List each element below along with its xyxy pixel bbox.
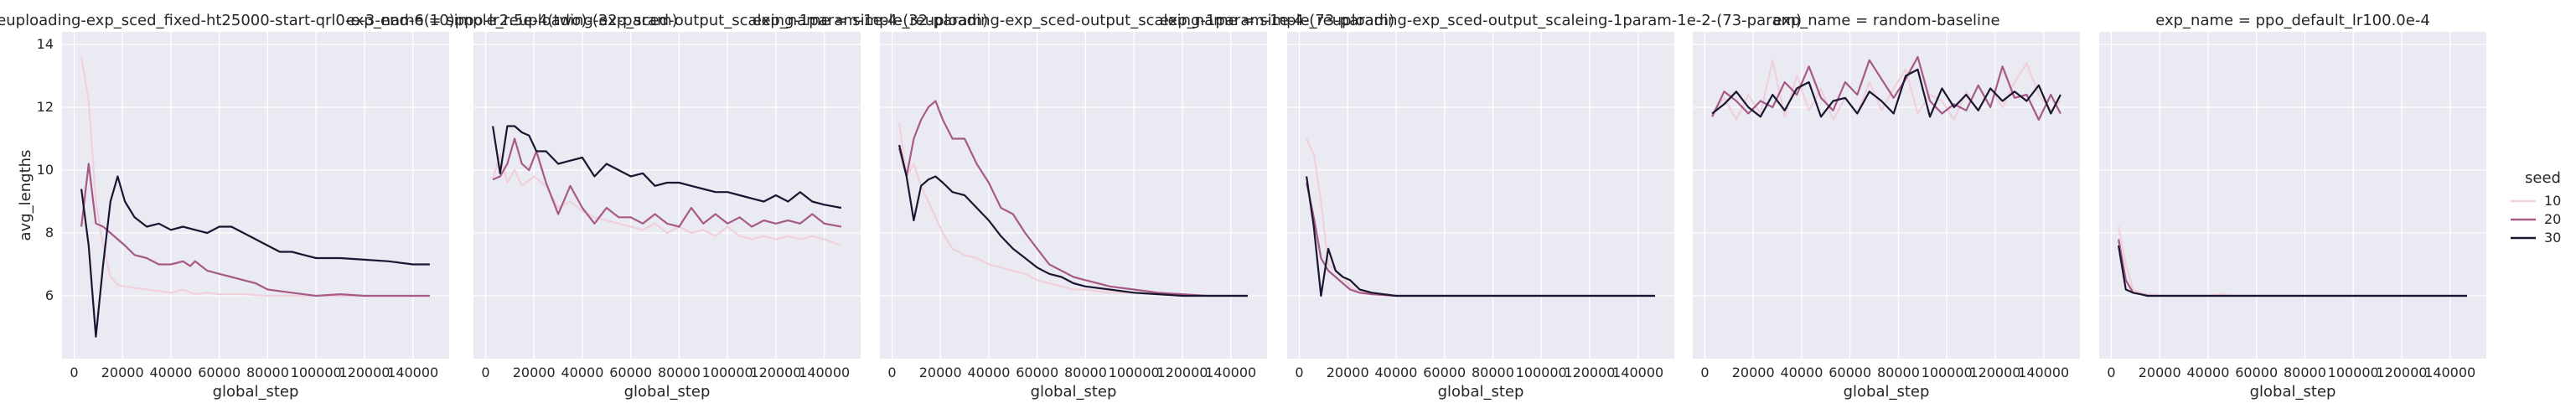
x-tick-label: 80000	[658, 365, 701, 380]
x-tick-label: 100000	[1109, 365, 1160, 380]
x-tick-label: 20000	[2139, 365, 2181, 380]
x-tick-label: 120000	[339, 365, 390, 380]
facet-panel-2: 0 20000 40000 60000 80000 100000120000140000g…	[346, 12, 988, 401]
x-axis-label: global_step	[624, 383, 711, 401]
x-tick-label: 80000	[246, 365, 289, 380]
plot-area	[62, 32, 449, 359]
x-tick-label: 100000	[1516, 365, 1567, 380]
legend-title: seed	[2525, 169, 2561, 187]
plot-area	[473, 32, 861, 359]
panel-title: exp_name = simple_reuploading-exp_sced_f…	[0, 12, 678, 29]
series-line-seed-20	[1711, 55, 2061, 122]
x-tick-label: 20000	[919, 365, 962, 380]
x-tick-label: 80000	[2284, 365, 2326, 380]
x-tick-label: 20000	[1732, 365, 1775, 380]
x-tick-label: 40000	[561, 365, 603, 380]
plot-area	[1287, 32, 1674, 359]
y-tick-label: 14	[37, 36, 54, 52]
x-tick-label: 20000	[1327, 365, 1369, 380]
panel-title: exp_name = simple_reuploading-exp_sced-o…	[1160, 12, 1802, 29]
x-tick-label: 120000	[1969, 365, 2020, 380]
x-axis-label: global_step	[1438, 383, 1524, 401]
x-axis-label: global_step	[1031, 383, 1117, 401]
panel-title: exp_name = simple_reuploading-exp_sced-o…	[753, 12, 1394, 29]
x-tick-label: 100000	[2328, 365, 2379, 380]
x-tick-label: 120000	[2376, 365, 2427, 380]
x-tick-label: 120000	[1564, 365, 1615, 380]
x-tick-label: 80000	[1472, 365, 1514, 380]
x-tick-label: 40000	[2186, 365, 2229, 380]
series-line-seed-10	[1711, 59, 2061, 122]
x-axis-label: global_step	[1844, 383, 1930, 401]
x-tick-label: 0	[887, 365, 896, 380]
x-axis-label: global_step	[2250, 383, 2336, 401]
x-tick-label: 60000	[1829, 365, 1871, 380]
x-tick-label: 80000	[1064, 365, 1107, 380]
series-line-seed-30	[492, 125, 842, 210]
series-line-seed-20	[898, 100, 1248, 297]
panel-title: exp_name = random-baseline	[1772, 12, 1999, 29]
x-tick-label: 140000	[2018, 365, 2069, 380]
legend-entry-seed-20: 20	[2544, 211, 2561, 227]
panel-title: exp_name = simple_reuploading-exp_sced-o…	[346, 12, 988, 29]
x-tick-label: 40000	[1780, 365, 1823, 380]
legend: seed 10 20 30	[2511, 169, 2561, 246]
x-tick-label: 40000	[1374, 365, 1417, 380]
x-tick-label: 140000	[799, 365, 850, 380]
x-tick-label: 80000	[1877, 365, 1920, 380]
x-tick-label: 140000	[2424, 365, 2475, 380]
x-tick-label: 0	[1295, 365, 1303, 380]
x-axis-label: global_step	[213, 383, 299, 401]
series-line-seed-30	[1306, 176, 1655, 297]
x-tick-label: 120000	[1156, 365, 1208, 380]
x-tick-label: 100000	[1922, 365, 1973, 380]
x-tick-label: 20000	[513, 365, 556, 380]
x-tick-label: 60000	[609, 365, 652, 380]
legend-entry-seed-10: 10	[2544, 193, 2561, 209]
series-line-seed-30	[1711, 68, 2061, 118]
x-tick-label: 40000	[967, 365, 1010, 380]
plot-area	[2099, 32, 2486, 359]
x-tick-label: 0	[2107, 365, 2115, 380]
plot-area	[1693, 32, 2080, 359]
series-line-seed-10	[80, 56, 430, 297]
facet-panel-3: 0 20000 40000 60000 80000 100000120000140000g…	[753, 12, 1394, 401]
y-tick-label: 10	[37, 162, 54, 178]
y-axis-label: avg_lengths	[17, 150, 34, 241]
series-line-seed-30	[80, 175, 430, 338]
x-tick-label: 140000	[1205, 365, 1256, 380]
x-tick-label: 60000	[2235, 365, 2278, 380]
y-tick-label: 8	[45, 225, 54, 241]
panel-title: exp_name = ppo_default_lr100.0e-4	[2155, 12, 2430, 29]
series-line-seed-20	[492, 137, 842, 228]
facet-panel-4: 0 20000 40000 60000 80000 100000120000140000g…	[1160, 12, 1802, 401]
plot-area	[880, 32, 1267, 359]
x-tick-label: 120000	[750, 365, 801, 380]
x-tick-label: 0	[1700, 365, 1709, 380]
series-line-seed-20	[80, 163, 430, 297]
x-tick-label: 20000	[101, 365, 144, 380]
x-tick-label: 60000	[1423, 365, 1466, 380]
y-tick-label: 12	[37, 99, 54, 115]
x-tick-label: 0	[481, 365, 489, 380]
series-line-seed-10	[492, 153, 842, 247]
legend-entry-seed-30: 30	[2544, 230, 2561, 246]
x-tick-label: 140000	[1612, 365, 1663, 380]
x-tick-label: 100000	[291, 365, 342, 380]
x-tick-label: 140000	[387, 365, 438, 380]
y-tick-label: 6	[45, 287, 54, 303]
x-tick-label: 0	[70, 365, 78, 380]
x-tick-label: 100000	[702, 365, 753, 380]
x-tick-label: 40000	[149, 365, 192, 380]
x-tick-label: 60000	[1016, 365, 1058, 380]
x-tick-label: 60000	[198, 365, 241, 380]
series-line-seed-30	[898, 144, 1248, 297]
series-line-seed-30	[2118, 245, 2467, 297]
